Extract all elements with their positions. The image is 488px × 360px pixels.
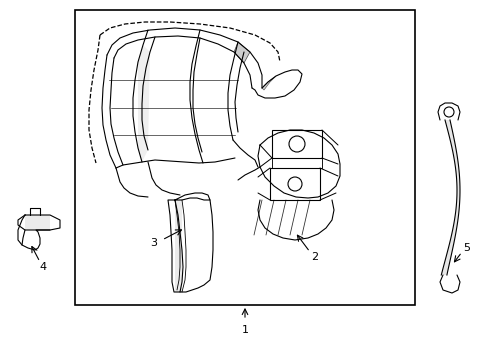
Polygon shape [456,196,459,199]
Polygon shape [456,186,459,190]
Bar [75,10,414,305]
Polygon shape [451,228,456,231]
Polygon shape [455,177,459,180]
Polygon shape [444,120,450,123]
Polygon shape [455,206,459,208]
Polygon shape [453,218,457,221]
Polygon shape [447,130,452,132]
Polygon shape [455,202,459,206]
Polygon shape [262,76,275,90]
Polygon shape [456,190,459,193]
Polygon shape [446,253,451,256]
Polygon shape [448,136,453,139]
Text: 4: 4 [40,262,46,272]
Polygon shape [451,231,455,234]
Polygon shape [175,200,182,292]
Text: 1: 1 [241,325,248,335]
Polygon shape [450,145,455,148]
Polygon shape [441,269,447,272]
Polygon shape [451,148,456,152]
Polygon shape [450,142,454,145]
Polygon shape [452,155,457,158]
Polygon shape [448,240,453,243]
Polygon shape [454,167,458,171]
Polygon shape [453,158,457,161]
Polygon shape [443,262,449,266]
Polygon shape [452,224,456,228]
Polygon shape [444,259,449,262]
Polygon shape [440,272,447,275]
Polygon shape [442,266,448,269]
Polygon shape [446,126,451,130]
Polygon shape [454,215,458,218]
Polygon shape [234,42,249,63]
Text: 5: 5 [463,243,469,253]
Text: 2: 2 [311,252,318,262]
Polygon shape [455,171,458,174]
Polygon shape [455,208,458,212]
Polygon shape [445,123,450,126]
Polygon shape [448,243,453,247]
Polygon shape [456,199,459,202]
Polygon shape [454,212,458,215]
Polygon shape [453,161,457,164]
Polygon shape [138,45,150,162]
Polygon shape [453,221,457,224]
Polygon shape [449,237,454,240]
Polygon shape [450,234,455,237]
Polygon shape [25,215,50,230]
Polygon shape [446,250,451,253]
Polygon shape [455,174,459,177]
Text: 3: 3 [150,238,157,248]
Polygon shape [447,132,452,136]
Polygon shape [452,152,456,155]
Polygon shape [456,193,459,196]
Polygon shape [449,139,454,142]
Polygon shape [454,164,458,167]
Polygon shape [445,256,450,259]
Polygon shape [456,180,459,183]
Polygon shape [456,183,459,186]
Polygon shape [447,247,452,250]
